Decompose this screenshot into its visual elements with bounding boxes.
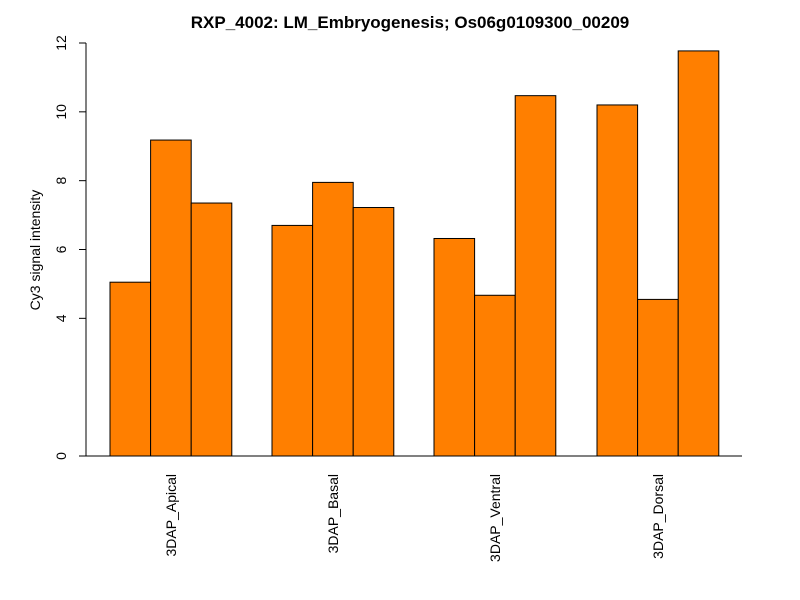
bar-3DAP_Ventral-3 xyxy=(514,95,557,457)
bar-3DAP_Apical-2 xyxy=(150,139,192,457)
x-tick-label: 3DAP_Basal xyxy=(325,474,341,553)
bar-3DAP_Ventral-1 xyxy=(433,237,476,457)
x-tick-label: 3DAP_Ventral xyxy=(487,474,503,562)
x-tick-label: 3DAP_Dorsal xyxy=(650,474,666,559)
y-tick-label: 10 xyxy=(53,104,69,120)
y-tick-label: 4 xyxy=(53,314,69,322)
y-tick-label: 8 xyxy=(53,177,69,185)
bar-3DAP_Apical-3 xyxy=(190,202,233,457)
bar-3DAP_Basal-3 xyxy=(352,207,395,457)
bar-3DAP_Dorsal-1 xyxy=(596,104,639,457)
bar-3DAP_Basal-2 xyxy=(312,181,354,457)
y-tick-label: 12 xyxy=(53,35,69,51)
x-tick-label: 3DAP_Apical xyxy=(163,474,179,557)
bar-3DAP_Dorsal-3 xyxy=(677,50,720,457)
bar-3DAP_Ventral-2 xyxy=(474,294,516,457)
bar-3DAP_Apical-1 xyxy=(109,281,152,457)
y-tick-label: 0 xyxy=(53,452,69,460)
y-axis-label: Cy3 signal intensity xyxy=(27,190,43,311)
bar-3DAP_Basal-1 xyxy=(271,224,314,457)
chart-title: RXP_4002: LM_Embryogenesis; Os06g0109300… xyxy=(191,13,629,32)
x-axis: 3DAP_Apical 3DAP_Basal 3DAP_Ventral 3DAP_Do… xyxy=(86,455,742,562)
bars-group xyxy=(109,50,720,457)
bar-3DAP_Dorsal-2 xyxy=(637,298,679,457)
y-axis: 0 4 6 8 10 12 xyxy=(53,35,87,460)
y-tick-label: 6 xyxy=(53,245,69,253)
